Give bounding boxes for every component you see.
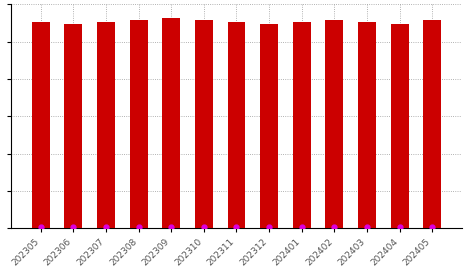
Bar	[391, 24, 409, 228]
Bar	[293, 22, 311, 228]
Bar	[64, 24, 82, 228]
Bar	[227, 22, 246, 228]
Bar	[130, 20, 148, 228]
Bar	[32, 22, 49, 228]
Bar	[195, 20, 213, 228]
Bar	[260, 24, 278, 228]
Bar	[162, 18, 180, 228]
Bar	[325, 20, 343, 228]
Bar	[424, 20, 441, 228]
Bar	[358, 22, 376, 228]
Bar	[97, 22, 115, 228]
